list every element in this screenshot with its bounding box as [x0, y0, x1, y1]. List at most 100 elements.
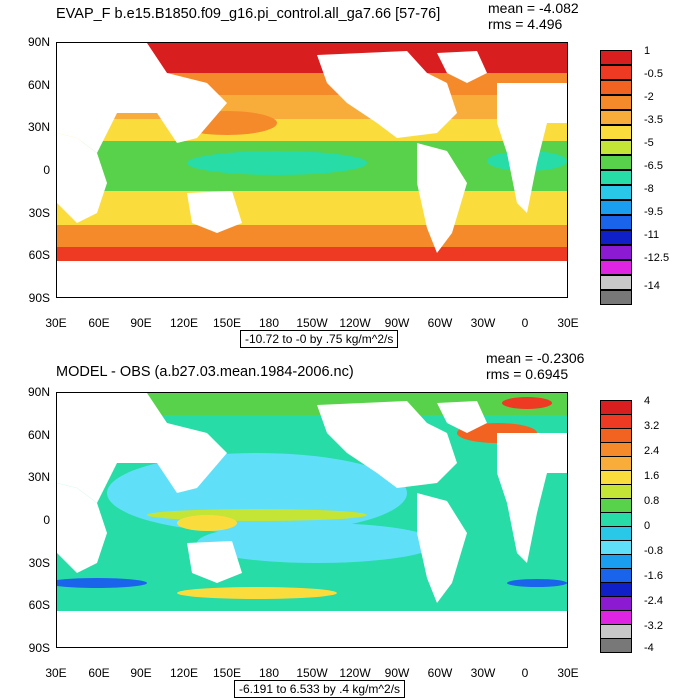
bottom-lon-60w: 60W — [427, 666, 453, 680]
bottom-colorbar-swatch — [600, 498, 632, 513]
bottom-lat-0: 0 — [43, 513, 50, 527]
top-colorbar-label: -3.5 — [644, 114, 663, 126]
bottom-colorbar-swatch — [600, 442, 632, 457]
top-colorbar-label: -5 — [644, 137, 654, 149]
bottom-map-title: MODEL - OBS (a.b27.03.mean.1984-2006.nc) — [56, 364, 354, 380]
top-rms: rms = 4.496 — [488, 16, 563, 32]
bottom-colorbar-label: 1.6 — [644, 470, 660, 482]
bottom-colorbar-label: -2.4 — [644, 595, 663, 607]
top-lon-150w: 150W — [296, 316, 328, 330]
bottom-colorbar-swatch — [600, 624, 632, 639]
bottom-colorbar-swatch — [600, 512, 632, 527]
bottom-colorbar-label: 3.2 — [644, 420, 660, 432]
top-colorbar-label: -8 — [644, 183, 654, 195]
bottom-south-america — [417, 493, 467, 603]
bottom-lon-120e: 120E — [169, 666, 199, 680]
bottom-mean: mean = -0.2306 — [486, 350, 585, 366]
bottom-norwegian-warm — [502, 397, 552, 409]
top-colorbar-swatch — [600, 50, 632, 65]
top-lat-0: 0 — [43, 163, 50, 177]
bottom-colorbar-swatch — [600, 470, 632, 485]
top-colorbar-swatch — [600, 80, 632, 95]
top-lon-30w: 30W — [470, 316, 496, 330]
top-colorbar-swatch — [600, 215, 632, 230]
top-colorbar-swatch — [600, 260, 632, 275]
bottom-lon-150w: 150W — [296, 666, 328, 680]
top-colorbar-swatch — [600, 200, 632, 215]
top-map-panel: EVAP_F b.e15.B1850.f09_g16.pi_control.al… — [28, 0, 670, 348]
top-lon-0: 0 — [521, 316, 529, 330]
top-north-america — [317, 51, 457, 138]
bottom-arctic-band — [57, 393, 567, 415]
top-colorbar-swatch — [600, 110, 632, 125]
top-colorbar-swatch — [600, 95, 632, 110]
bottom-map-svg — [57, 393, 567, 647]
top-lon-120e: 120E — [169, 316, 199, 330]
top-lon-150e: 150E — [212, 316, 242, 330]
bottom-colorbar-label: 0.8 — [644, 495, 660, 507]
bottom-north-america — [317, 401, 457, 488]
top-subtropic-south-band — [57, 225, 567, 247]
bottom-eurasia — [57, 393, 227, 503]
top-lon-180: 180 — [258, 316, 280, 330]
top-colorbar-swatch — [600, 245, 632, 260]
top-colorbar-swatch — [600, 140, 632, 155]
top-map-title: EVAP_F b.e15.B1850.f09_g16.pi_control.al… — [56, 6, 441, 22]
top-colorbar-label: -14 — [644, 280, 660, 292]
bottom-contour-range: -6.191 to 6.533 by .4 kg/m^2/s — [234, 680, 406, 698]
top-lon-30e: 30E — [45, 316, 67, 330]
top-tropic-north-band — [57, 119, 567, 141]
top-africa-east — [57, 133, 107, 223]
bottom-lon-180: 180 — [258, 666, 280, 680]
top-australia — [187, 191, 242, 233]
top-south-america — [417, 143, 467, 253]
bottom-australia — [187, 541, 242, 583]
bottom-itcz-warm — [147, 509, 367, 521]
bottom-lon-150e: 150E — [212, 666, 242, 680]
top-lon-90w: 90W — [384, 316, 410, 330]
bottom-colorbar-label: -3.2 — [644, 620, 663, 632]
bottom-lon-90e: 90E — [130, 666, 152, 680]
bottom-lat-90n: 90N — [27, 385, 50, 399]
top-colorbar-label: -9.5 — [644, 206, 663, 218]
bottom-colorbar-swatch — [600, 582, 632, 597]
bottom-lon-120w: 120W — [339, 666, 371, 680]
top-south-band — [57, 247, 567, 261]
bottom-greenland — [437, 401, 487, 433]
bottom-lat-60n: 60N — [27, 428, 50, 442]
top-colorbar-swatch — [600, 230, 632, 245]
top-tropic-south-band — [57, 191, 567, 225]
top-colorbar-label: -12.5 — [644, 252, 670, 264]
bottom-maritime-warm — [177, 515, 237, 531]
bottom-colorbar-label: 0 — [644, 520, 651, 532]
bottom-south-pacific-cool — [197, 523, 437, 563]
bottom-colorbar-swatch — [600, 596, 632, 611]
top-africa-west — [497, 83, 567, 213]
bottom-africa-east — [57, 483, 107, 573]
bottom-colorbar-swatch — [600, 540, 632, 555]
top-lon-60w: 60W — [427, 316, 453, 330]
top-pacific-eq-blob — [187, 151, 367, 175]
bottom-southern-warm — [177, 587, 337, 599]
top-mean: mean = -4.082 — [488, 0, 579, 16]
top-colorbar-label: -2 — [644, 91, 654, 103]
bottom-colorbar-swatch — [600, 638, 632, 653]
bottom-lat-30n: 30N — [27, 470, 50, 484]
bottom-lon-30e: 30E — [45, 666, 67, 680]
top-lon-30e-end: 30E — [557, 316, 579, 330]
top-lat-30s: 30S — [28, 206, 50, 220]
bottom-africa-west — [497, 433, 567, 563]
bottom-lon-90w: 90W — [384, 666, 410, 680]
top-lon-120w: 120W — [339, 316, 371, 330]
top-lon-90e: 90E — [130, 316, 152, 330]
bottom-colorbar-label: 2.4 — [644, 445, 660, 457]
bottom-map-panel: MODEL - OBS (a.b27.03.mean.1984-2006.nc)… — [0, 350, 700, 700]
top-colorbar-swatch — [600, 290, 632, 305]
bottom-colorbar-swatch — [600, 400, 632, 415]
top-colorbar-swatch — [600, 65, 632, 80]
top-antarctica — [57, 261, 567, 297]
top-eurasia — [57, 43, 227, 153]
bottom-colorbar-swatch — [600, 610, 632, 625]
bottom-lon-30e-end: 30E — [557, 666, 579, 680]
bottom-colorbar-swatch — [600, 414, 632, 429]
